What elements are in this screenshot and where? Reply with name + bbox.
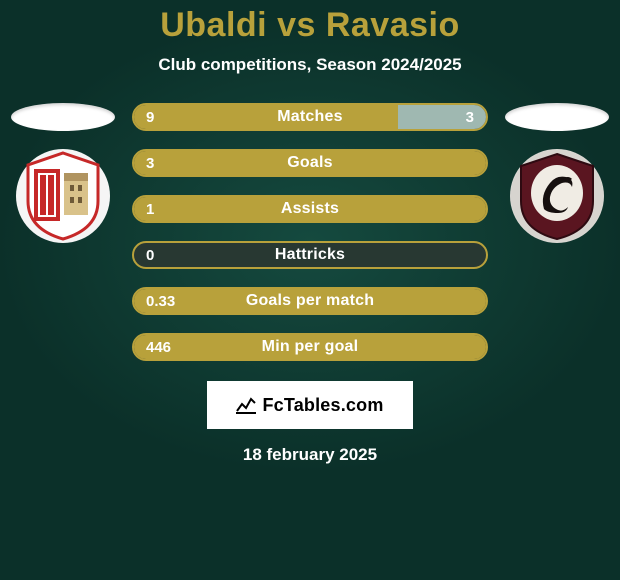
team-left-crest [16,149,110,243]
stat-bar-value-left: 9 [146,105,154,129]
stat-bar-value-left: 0.33 [146,289,175,313]
stat-bar-label: Matches [134,105,486,129]
branding-badge: FcTables.com [207,381,413,429]
stat-bar-value-left: 3 [146,151,154,175]
team-left-crest-icon [24,151,102,241]
player-right-avatar [505,103,609,131]
player-left-avatar [11,103,115,131]
stat-bar: Min per goal446 [132,333,488,361]
branding-logo-icon [236,396,256,414]
comparison-row: Matches93Goals3Assists1Hattricks0Goals p… [0,103,620,361]
stat-bar: Goals per match0.33 [132,287,488,315]
branding-text: FcTables.com [262,395,383,416]
stat-bar-value-right: 3 [466,105,474,129]
stat-bar-label: Min per goal [134,335,486,359]
stat-bars: Matches93Goals3Assists1Hattricks0Goals p… [132,103,488,361]
stat-bar-label: Hattricks [134,243,486,267]
stat-bar: Assists1 [132,195,488,223]
player-left-col [8,103,118,243]
player-right-col [502,103,612,243]
stat-bar: Matches9 3 [132,103,488,131]
stat-bar-label: Assists [134,197,486,221]
team-right-crest-icon [516,151,598,241]
stat-bar-label: Goals per match [134,289,486,313]
page-title: Ubaldi vs Ravasio [160,6,460,45]
date-text: 18 february 2025 [243,445,377,465]
infographic-root: Ubaldi vs Ravasio Club competitions, Sea… [0,0,620,580]
stat-bar-value-left: 446 [146,335,171,359]
team-right-crest [510,149,604,243]
stat-bar-value-left: 1 [146,197,154,221]
stat-bar: Goals3 [132,149,488,177]
stat-bar-value-left: 0 [146,243,154,267]
subtitle: Club competitions, Season 2024/2025 [158,55,461,75]
stat-bar: Hattricks0 [132,241,488,269]
stat-bar-label: Goals [134,151,486,175]
